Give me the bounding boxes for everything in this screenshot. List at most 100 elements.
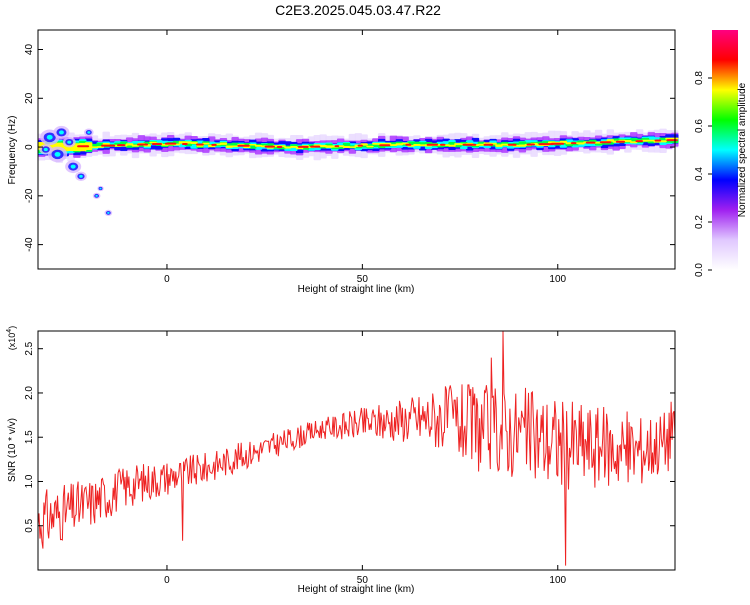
heatmap-cell	[149, 141, 157, 144]
heatmap-cell	[641, 139, 650, 142]
spectrogram-y-tick-label: 0	[24, 144, 35, 150]
heatmap-peak	[526, 143, 535, 146]
heatmap-peak	[439, 143, 446, 146]
spectrogram-x-tick-label: 50	[357, 274, 369, 285]
snr-multiplier: (x104)	[6, 326, 17, 350]
snr-y-tick-label: 0.5	[24, 518, 35, 532]
spectrogram-y-tick-label: 20	[24, 92, 35, 104]
colorbar-label: Normalized spectral amplitude	[737, 82, 748, 217]
heatmap-peak	[334, 145, 340, 148]
heatmap-cell	[249, 143, 257, 146]
heatmap-blob	[79, 174, 83, 178]
heatmap-peak	[164, 142, 177, 145]
heatmap-cell	[448, 142, 456, 145]
spectrogram-y-tick-label: 40	[24, 44, 35, 56]
heatmap-cell	[477, 143, 486, 146]
spectrogram-frame	[37, 29, 676, 270]
heatmap-peak	[237, 144, 250, 147]
figure-title: C2E3.2025.045.03.47.R22	[275, 2, 441, 18]
heatmap-cell	[254, 145, 263, 147]
heatmap-peak	[462, 143, 477, 146]
heatmap-cell	[102, 142, 110, 146]
heatmap-cell	[454, 143, 462, 146]
heatmap-blob	[43, 147, 48, 152]
heatmap-peak	[666, 139, 678, 142]
heatmap-cell	[131, 144, 140, 147]
heatmap-blob	[99, 187, 102, 190]
snr-x-tick-label: 100	[549, 575, 566, 586]
heatmap-cell	[559, 140, 568, 144]
heatmap-peak	[585, 141, 596, 144]
heatmap-blob	[107, 211, 110, 214]
heatmap-cell	[290, 146, 298, 148]
heatmap-blob	[70, 164, 76, 169]
heatmap-peak	[538, 143, 555, 146]
heatmap-peak	[635, 140, 643, 143]
snr-frame	[37, 330, 676, 571]
heatmap-blob	[54, 151, 61, 157]
heatmap-cell	[325, 145, 333, 148]
colorbar-ticks: 0.0 0.2 0.4 0.6 0.8	[694, 71, 712, 277]
snr-y-ticks: 0.5 1.0 1.5 2.0 2.5	[24, 341, 675, 533]
heatmap-cell	[319, 144, 327, 148]
heatmap-peak	[181, 143, 188, 146]
snr-y-tick-label: 1.5	[24, 430, 35, 444]
heatmap-cell	[190, 141, 198, 145]
heatmap-peak	[379, 144, 391, 147]
heatmap-cell	[219, 142, 228, 145]
heatmap-cell	[630, 141, 638, 144]
heatmap-peak	[297, 145, 309, 148]
spectrogram-x-ticks: 0 50 100	[164, 30, 567, 285]
snr-y-tick-label: 2.5	[24, 341, 35, 355]
heatmap-cell	[518, 144, 527, 147]
heatmap-cell	[231, 145, 239, 148]
heatmap-cell	[366, 145, 374, 148]
colorbar-tick-label: 0.4	[694, 167, 705, 181]
heatmap-peak	[405, 143, 412, 146]
heatmap-cell	[624, 140, 632, 143]
spectrogram-heatmap	[38, 125, 679, 217]
heatmap-cell	[518, 141, 527, 146]
heatmap-blob	[46, 134, 53, 140]
heatmap-cell	[383, 142, 392, 145]
heatmap-cell	[419, 144, 427, 147]
snr-plot-area	[38, 331, 675, 570]
heatmap-cell	[659, 140, 667, 143]
heatmap-cell	[372, 142, 380, 145]
heatmap-peak	[77, 145, 90, 148]
heatmap-peak	[310, 145, 321, 148]
colorbar-scale	[712, 30, 738, 270]
colorbar: 0.0 0.2 0.4 0.6 0.8 Normalized spectral ampl…	[694, 30, 748, 277]
heatmap-peak	[426, 143, 439, 146]
spectrogram-y-ticks: -40 -20 0 20 40	[24, 44, 675, 252]
heatmap-cell	[225, 145, 234, 148]
heatmap-peak	[357, 144, 363, 147]
heatmap-blob	[58, 130, 64, 135]
heatmap-peak	[483, 143, 494, 146]
spectrogram-x-tick-label: 100	[549, 274, 566, 285]
snr-y-tick-label: 2.0	[24, 386, 35, 400]
snr-y-label: SNR (10 * v/v)	[7, 418, 18, 482]
heatmap-peak	[599, 141, 612, 144]
snr-y-tick-label: 1.0	[24, 474, 35, 488]
colorbar-tick-label: 0.8	[694, 71, 705, 85]
heatmap-cell	[389, 144, 398, 147]
heatmap-peak	[264, 145, 275, 148]
heatmap-peak	[570, 142, 577, 145]
heatmap-cell	[647, 139, 656, 142]
heatmap-cell	[495, 144, 503, 147]
spectrogram-y-tick-label: -40	[24, 237, 35, 252]
heatmap-cell	[577, 142, 585, 145]
heatmap-peak	[196, 143, 204, 146]
heatmap-peak	[507, 143, 517, 146]
heatmap-peak	[101, 144, 116, 147]
snr-series-line	[37, 330, 676, 566]
heatmap-cell	[395, 143, 404, 146]
heatmap-cell	[501, 143, 509, 146]
snr-x-label: Height of straight line (km)	[298, 584, 415, 595]
heatmap-peak	[654, 139, 662, 142]
heatmap-blob	[87, 131, 91, 134]
heatmap-peak	[615, 140, 626, 143]
heatmap-peak	[276, 145, 283, 148]
